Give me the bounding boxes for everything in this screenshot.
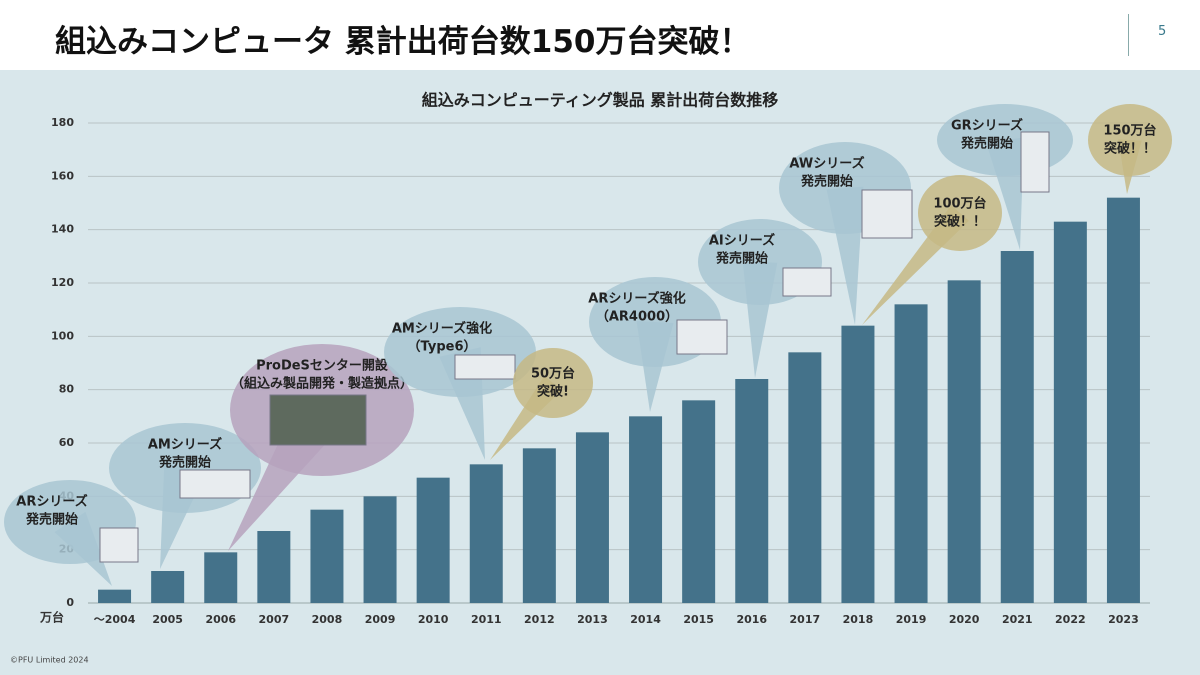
slide-title: 組込みコンピュータ 累計出荷台数150万台突破！ <box>55 24 751 60</box>
callout-text: 突破! <box>537 384 569 400</box>
callout-text: AMシリーズ <box>148 437 222 453</box>
callout-text: AIシリーズ <box>709 233 775 249</box>
x-tick-label: 2017 <box>790 613 821 626</box>
y-tick-label: 160 <box>51 169 74 182</box>
product-image <box>99 527 139 563</box>
callout-text: 突破！！ <box>934 214 986 230</box>
x-tick-label: 2012 <box>524 613 555 626</box>
x-tick-label: 2022 <box>1055 613 1086 626</box>
y-tick-label: 0 <box>66 596 74 609</box>
x-tick-label: 2023 <box>1108 613 1139 626</box>
x-tick-label: 2010 <box>418 613 449 626</box>
x-tick-label: 2014 <box>630 613 661 626</box>
footer: ©PFU Limited 2024 <box>10 656 89 665</box>
bar <box>575 432 609 603</box>
bar <box>204 552 238 603</box>
callout-text: 発売開始 <box>800 174 853 190</box>
y-tick-label: 80 <box>59 383 75 396</box>
x-tick-label: 2008 <box>312 613 343 626</box>
callout-text: 50万台 <box>531 366 575 382</box>
bar <box>151 571 185 603</box>
divider <box>1128 14 1129 56</box>
callout-text: 150万台 <box>1103 123 1156 139</box>
x-tick-label: 2006 <box>205 613 236 626</box>
callout-text: ARシリーズ強化 <box>588 291 685 307</box>
product-image <box>1020 131 1050 193</box>
bar <box>788 352 822 603</box>
product-image <box>454 354 516 380</box>
callout-text: AWシリーズ <box>789 156 864 172</box>
x-tick-label: ～2004 <box>94 613 136 626</box>
bar <box>416 477 450 603</box>
callout-text: 発売開始 <box>715 251 768 267</box>
callout-text: 突破！！ <box>1104 141 1156 157</box>
callout-text: AMシリーズ強化 <box>392 321 492 337</box>
x-tick-label: 2007 <box>259 613 290 626</box>
callout-text: （AR4000） <box>596 309 678 325</box>
bar <box>894 304 928 603</box>
callout-bubble <box>1088 104 1172 176</box>
bar <box>841 325 875 603</box>
y-tick-label: 120 <box>51 276 74 289</box>
product-image <box>269 394 367 446</box>
y-tick-label: 140 <box>51 223 74 236</box>
x-tick-label: 2019 <box>896 613 927 626</box>
callout-text: 発売開始 <box>25 512 78 528</box>
callout-text: ProDeSセンター開設 <box>256 358 389 374</box>
bar <box>98 589 132 603</box>
x-tick-label: 2016 <box>736 613 767 626</box>
callout-text: 100万台 <box>933 196 986 212</box>
x-tick-label: 2011 <box>471 613 502 626</box>
bar <box>735 379 769 603</box>
x-tick-label: 2009 <box>365 613 396 626</box>
bar <box>947 280 981 603</box>
callout-text: （Type6） <box>408 339 477 355</box>
callout-text: 発売開始 <box>158 455 211 471</box>
chart-title: 組込みコンピューティング製品 累計出荷台数推移 <box>422 91 779 110</box>
x-tick-label: 2005 <box>152 613 183 626</box>
product-image <box>676 319 728 355</box>
callout-text: 発売開始 <box>960 136 1013 152</box>
bar <box>469 464 503 603</box>
bar <box>363 496 397 603</box>
x-tick-label: 2021 <box>1002 613 1033 626</box>
y-unit: 万台 <box>39 610 64 625</box>
callout-text: GRシリーズ <box>951 118 1023 134</box>
page-number: 5 <box>1158 24 1167 39</box>
callout-bubble <box>513 348 593 418</box>
product-image <box>861 189 913 239</box>
bar <box>310 509 344 603</box>
y-tick-label: 60 <box>59 436 75 449</box>
x-tick-label: 2013 <box>577 613 608 626</box>
callout-text: （組込み製品開発・製造拠点） <box>231 376 413 392</box>
bar <box>257 531 291 603</box>
bar <box>629 416 663 603</box>
x-tick-label: 2018 <box>843 613 874 626</box>
product-image <box>179 469 251 499</box>
bar <box>522 448 556 603</box>
callout-bubble <box>918 175 1002 251</box>
bar <box>1106 197 1140 603</box>
bar <box>1053 221 1087 603</box>
product-image <box>782 267 832 297</box>
y-tick-label: 180 <box>51 116 74 129</box>
y-tick-label: 100 <box>51 329 74 342</box>
x-tick-label: 2015 <box>683 613 714 626</box>
x-tick-label: 2020 <box>949 613 980 626</box>
bar <box>1000 251 1034 603</box>
bar <box>682 400 716 603</box>
callout-text: ARシリーズ <box>16 494 87 510</box>
